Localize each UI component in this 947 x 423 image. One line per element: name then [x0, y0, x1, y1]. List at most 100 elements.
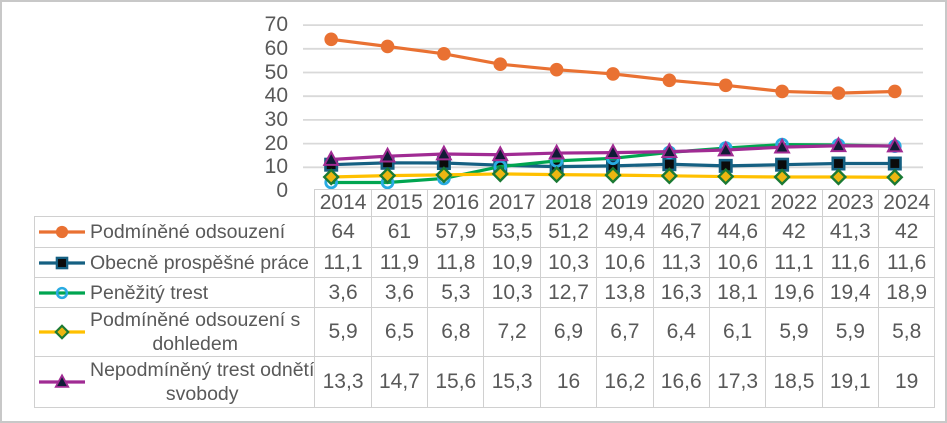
x-axis-label: 2018	[539, 189, 598, 217]
value-cell: 5,8	[877, 307, 936, 357]
y-axis-label: 50	[264, 60, 288, 84]
value-cell: 18,1	[708, 277, 767, 308]
triangle-marker-icon	[435, 144, 453, 161]
series-label-cell: Podmíněné odsouzení	[33, 216, 316, 248]
value-cell: 18,9	[877, 277, 936, 308]
circle-marker-icon	[437, 46, 451, 61]
diamond-marker-icon	[829, 168, 848, 186]
series-label: Nepodmíněný trest odnětí svobody	[90, 359, 315, 405]
diamond-marker-icon	[548, 166, 566, 184]
diamond-marker-icon	[604, 166, 622, 184]
series-label: Peněžitý trest	[90, 281, 209, 304]
y-axis-label: 10	[264, 155, 288, 179]
y-axis-label: 70	[264, 13, 288, 37]
value-cell: 49,4	[596, 216, 654, 248]
y-axis-label: 60	[264, 36, 288, 60]
triangle-marker-icon	[886, 136, 904, 153]
x-axis-label: 2014	[314, 189, 372, 217]
circle-marker-icon	[888, 84, 902, 99]
value-cell: 10,3	[539, 247, 598, 278]
data-table: 2014 2015 2016 2017 2018 2019 2020 2021 2022 2023…	[33, 189, 936, 408]
value-cell: 17,3	[708, 356, 767, 408]
x-axis-label: 2019	[596, 189, 654, 217]
circle-marker-icon	[718, 78, 733, 93]
value-cell: 10,9	[483, 247, 541, 278]
triangle-marker-icon	[378, 146, 397, 163]
value-cell: 19	[877, 356, 936, 408]
value-cell: 44,6	[708, 216, 767, 248]
value-cell: 11,8	[427, 247, 485, 278]
diamond-marker-icon	[435, 166, 453, 184]
value-cell: 6,9	[539, 307, 598, 357]
value-cell: 10,6	[708, 247, 767, 278]
open-circle-marker-icon	[55, 286, 69, 299]
triangle-marker-icon	[604, 143, 622, 160]
value-cell: 10,3	[483, 277, 541, 308]
diamond-marker-icon	[660, 167, 678, 185]
table-corner-blank	[35, 190, 315, 217]
x-axis-label: 2022	[765, 189, 823, 217]
value-cell: 3,6	[370, 277, 429, 308]
x-axis-label: 2017	[483, 189, 541, 217]
value-cell: 46,7	[652, 216, 710, 248]
series-label: Podmíněné odsouzení s dohledem	[90, 309, 301, 355]
value-cell: 11,1	[765, 247, 823, 278]
value-cell: 5,9	[314, 307, 372, 357]
triangle-marker-icon	[717, 140, 735, 157]
value-cell: 19,6	[765, 277, 823, 308]
series-line	[330, 37, 895, 95]
diamond-marker-icon	[717, 167, 735, 186]
table-row: Podmíněné odsouzení s dohledem 5,9 6,5 6,8 7,…	[33, 307, 936, 357]
y-axis-label: 20	[264, 131, 288, 155]
series-label: Obecně prospěšné práce	[90, 251, 309, 274]
value-cell: 6,1	[708, 307, 767, 357]
series-label-cell: Nepodmíněný trest odnětí svobody	[33, 356, 316, 408]
value-cell: 16,6	[652, 356, 710, 408]
circle-marker-icon	[831, 86, 846, 100]
triangle-marker-icon	[660, 142, 678, 159]
plot-area	[303, 24, 923, 190]
value-cell: 11,1	[314, 247, 372, 278]
triangle-marker-icon	[491, 145, 509, 162]
diamond-marker-icon	[378, 166, 397, 185]
value-cell: 57,9	[427, 216, 485, 248]
diamond-marker-icon	[322, 168, 340, 186]
value-cell: 18,5	[765, 356, 823, 408]
table-row: Podmíněné odsouzení 64 61 57,9 53,5 51,2 49,4 4…	[33, 216, 936, 248]
x-axis-header-row: 2014 2015 2016 2017 2018 2019 2020 2021 2022 2023…	[35, 189, 936, 217]
value-cell: 19,4	[821, 277, 879, 308]
value-cell: 5,9	[765, 307, 823, 357]
y-axis-label: 30	[264, 107, 288, 131]
value-cell: 16,2	[596, 356, 654, 408]
diamond-marker-icon	[491, 165, 509, 183]
x-axis-label: 2020	[652, 189, 710, 217]
value-cell: 11,3	[652, 247, 710, 278]
triangle-marker-icon	[829, 136, 848, 153]
diamond-legend-key-icon	[39, 324, 85, 340]
value-cell: 6,8	[427, 307, 485, 357]
triangle-legend-key-icon	[39, 373, 85, 388]
value-cell: 19,1	[821, 356, 879, 408]
y-axis-label: 0	[276, 179, 288, 202]
square-marker-icon	[831, 156, 846, 171]
x-axis-label: 2024	[877, 189, 936, 217]
diamond-marker-icon	[54, 324, 70, 340]
circle-marker-icon	[380, 39, 395, 54]
value-cell: 15,6	[427, 356, 485, 408]
value-cell: 6,4	[652, 307, 710, 357]
value-cell: 16,3	[652, 277, 710, 308]
circle-marker-icon	[493, 57, 508, 72]
open-circle-legend-key-icon	[39, 286, 85, 299]
table-row: Peněžitý trest 3,6 3,6 5,3 10,3 12,7 13,8 16,3 1…	[33, 277, 936, 308]
triangle-marker-icon	[548, 143, 566, 160]
y-axis-tick-labels: 0 10 20 30 40 50 60 70	[230, 2, 288, 202]
value-cell: 13,3	[314, 356, 372, 408]
value-cell: 15,3	[483, 356, 541, 408]
value-cell: 13,8	[596, 277, 654, 308]
triangle-marker-icon	[54, 373, 70, 388]
x-axis-label: 2021	[708, 189, 767, 217]
square-marker-icon	[55, 256, 69, 269]
value-cell: 5,9	[821, 307, 879, 357]
circle-marker-icon	[55, 225, 69, 239]
table-row: Obecně prospěšné práce 11,1 11,9 11,8 10,9 10…	[33, 247, 936, 278]
